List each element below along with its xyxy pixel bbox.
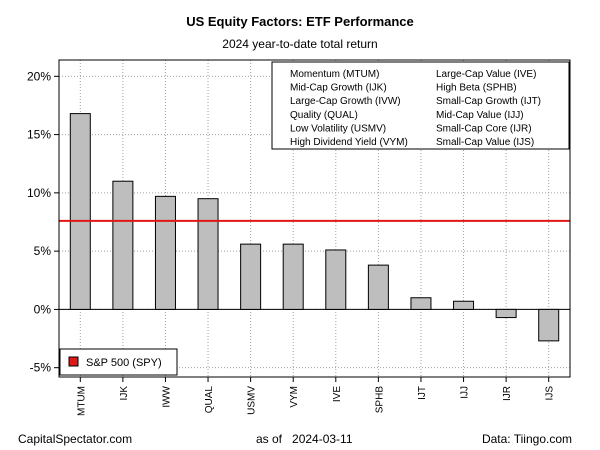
key-entry-4: Low Volatility (USMV): [290, 123, 386, 134]
key-entry-3: Quality (QUAL): [290, 110, 358, 121]
bar-IJK: [112, 180, 134, 310]
key-entry-0: Momentum (MTUM): [290, 69, 379, 80]
key-entry-6: Large-Cap Value (IVE): [436, 69, 536, 80]
y-tick-label-0: -5%: [30, 361, 52, 375]
x-tick-label-IJJ: IJJ: [460, 386, 471, 399]
key-entry-2: Large-Cap Growth (IVW): [290, 96, 401, 107]
benchmark-legend-box: [59, 348, 178, 376]
chart-title: US Equity Factors: ETF Performance: [186, 14, 414, 29]
x-tick-label-USMV: USMV: [247, 386, 258, 415]
x-tick-label-IJK: IJK: [119, 386, 130, 401]
bar-QUAL: [197, 198, 219, 310]
key-entry-1: Mid-Cap Growth (IJK): [290, 83, 387, 94]
chart-subtitle: 2024 year-to-date total return: [222, 37, 378, 51]
footer-as-of-label: as of: [256, 432, 283, 446]
footer-as-of: as of 2024-03-11: [256, 432, 353, 446]
bar-IVE: [325, 249, 347, 310]
x-tick-label-VYM: VYM: [289, 386, 300, 408]
bar-IWW: [154, 195, 176, 310]
key-entry-11: Small-Cap Value (IJS): [436, 137, 534, 148]
bar-IJR: [495, 308, 517, 319]
plot-frame: [58, 59, 571, 378]
x-tick-label-MTUM: MTUM: [76, 386, 87, 416]
footer-as-of-date: 2024-03-11: [292, 432, 353, 446]
benchmark-legend-label: S&P 500 (SPY): [86, 357, 162, 369]
bar-MTUM: [69, 113, 91, 310]
x-tick-label-IJS: IJS: [545, 386, 556, 401]
x-tick-label-QUAL: QUAL: [204, 386, 215, 414]
y-tick-label-4: 15%: [27, 128, 51, 142]
x-tick-label-IJT: IJT: [417, 386, 428, 400]
bar-SPHB: [367, 264, 389, 310]
bar-IJS: [538, 308, 560, 342]
x-tick-label-IWW: IWW: [161, 385, 172, 407]
y-tick-label-1: 0%: [34, 302, 52, 316]
bar-IJJ: [453, 300, 475, 310]
key-entry-7: High Beta (SPHB): [436, 83, 517, 94]
benchmark-legend-swatch: [68, 356, 79, 367]
y-tick-label-3: 10%: [27, 186, 51, 200]
key-entry-10: Small-Cap Core (IJR): [436, 123, 532, 134]
key-box: [271, 61, 570, 150]
footer-source-right: Data: Tiingo.com: [481, 432, 572, 446]
x-tick-label-IJR: IJR: [502, 386, 513, 401]
key-entry-9: Mid-Cap Value (IJJ): [436, 110, 524, 121]
x-tick-label-SPHB: SPHB: [374, 386, 385, 414]
bar-VYM: [282, 243, 304, 310]
y-tick-label-2: 5%: [34, 244, 52, 258]
key-entry-5: High Dividend Yield (VYM): [290, 137, 408, 148]
x-tick-label-IVE: IVE: [332, 386, 343, 402]
bar-USMV: [240, 243, 262, 310]
footer-source-left: CapitalSpectator.com: [18, 432, 133, 446]
y-tick-label-5: 20%: [27, 69, 51, 83]
key-entry-8: Small-Cap Growth (IJT): [436, 96, 541, 107]
bar-IJT: [410, 297, 432, 310]
